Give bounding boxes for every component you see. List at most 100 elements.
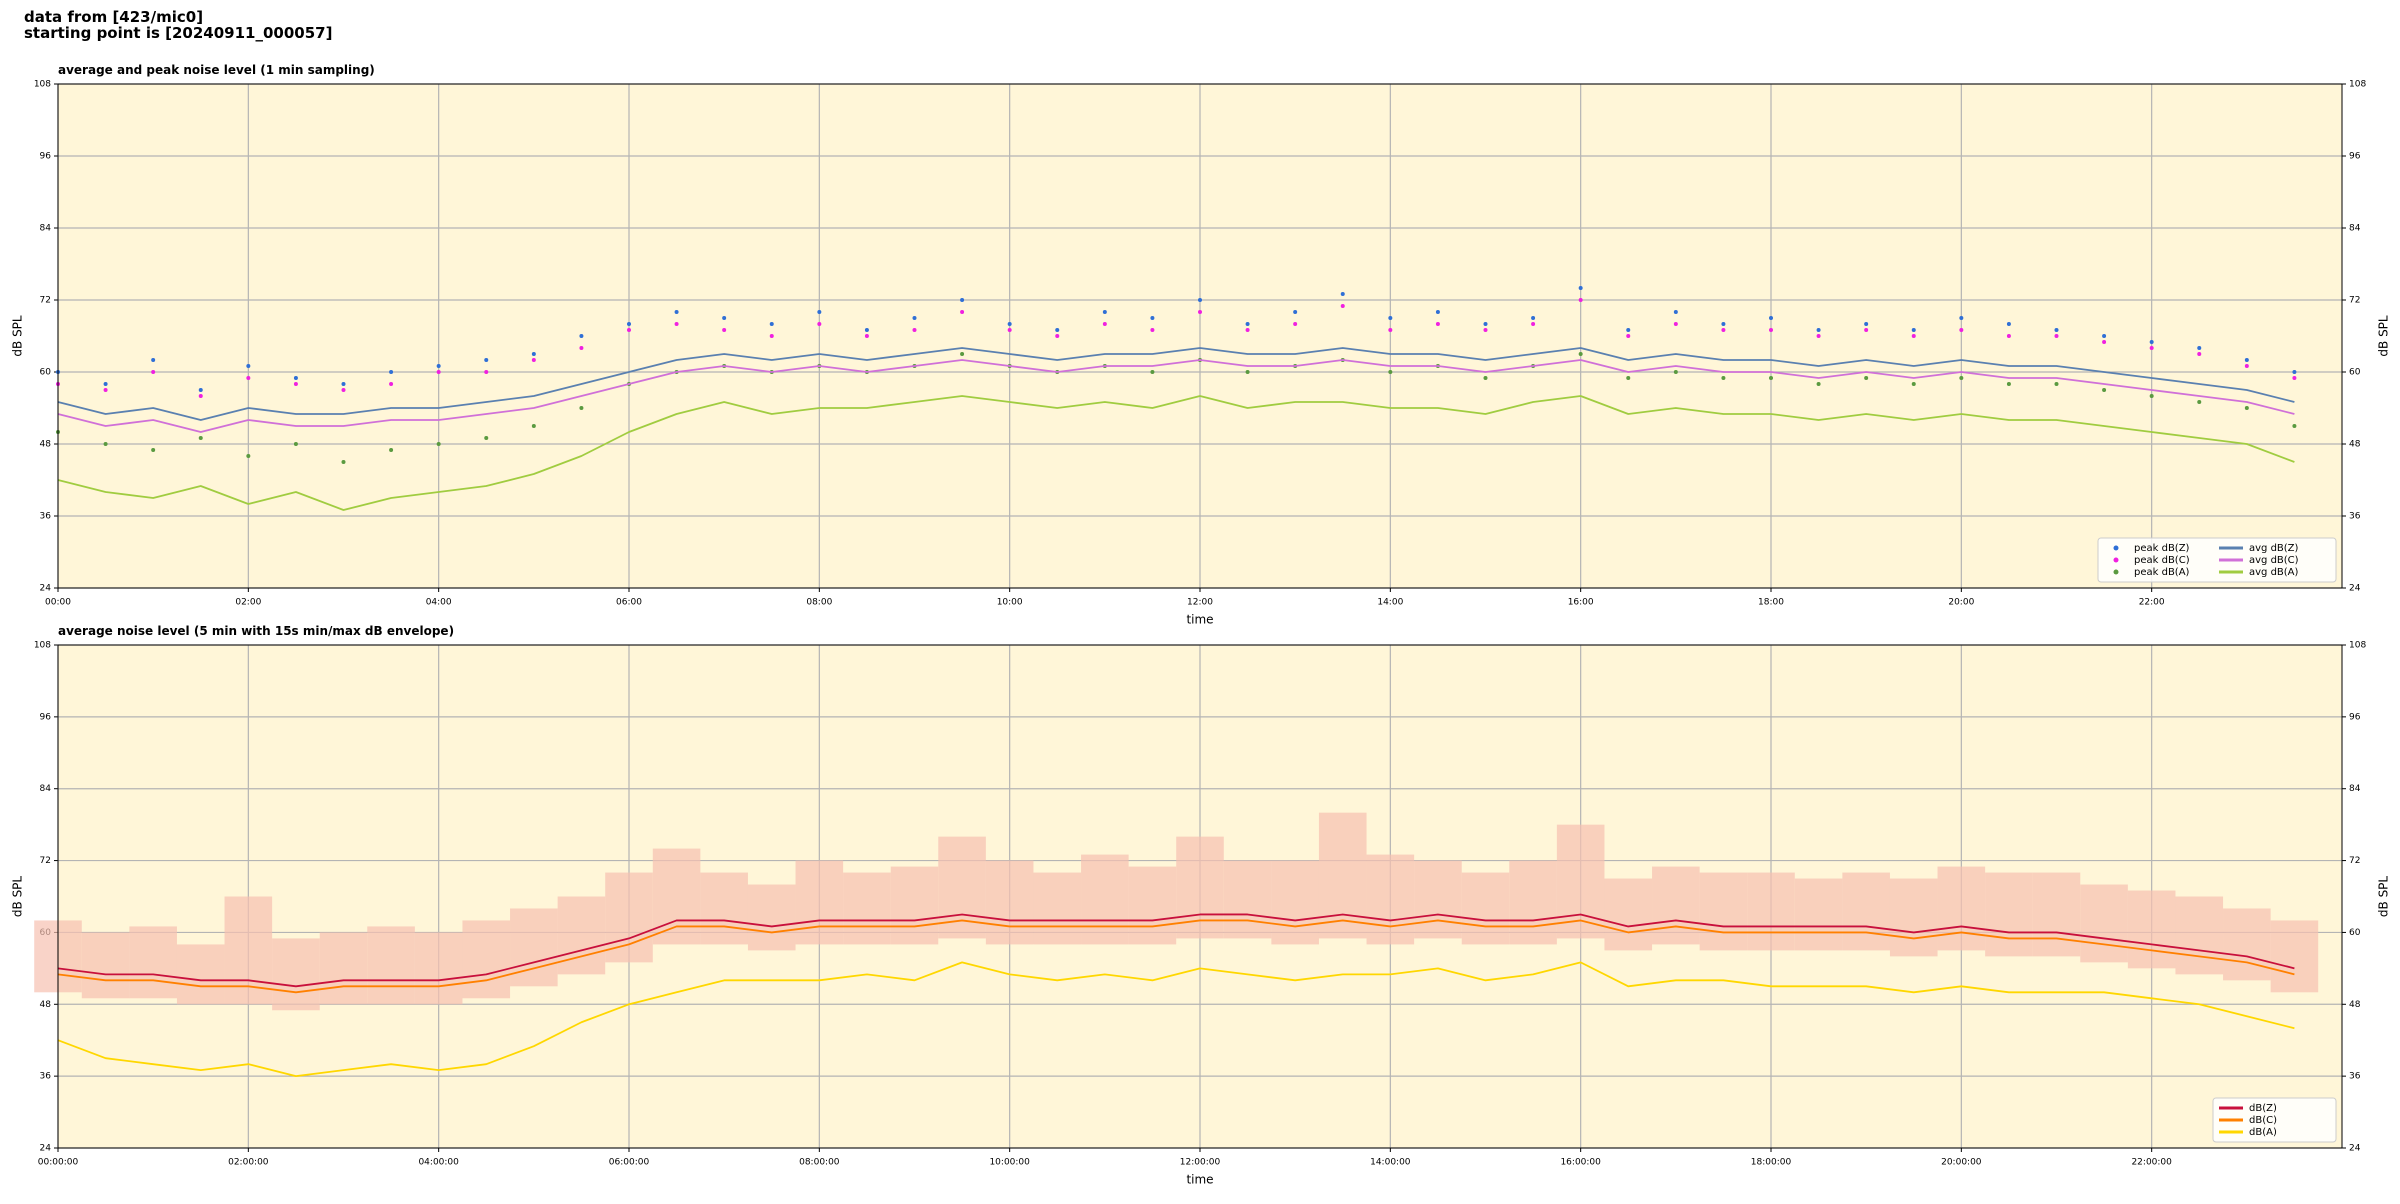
envelope-band — [1652, 866, 1700, 945]
peak-point — [1245, 328, 1250, 332]
peak-point — [2054, 334, 2059, 338]
peak-point — [1531, 322, 1536, 326]
y-tick-label: 72 — [2349, 856, 2360, 866]
legend-label: dB(C) — [2249, 1115, 2277, 1126]
peak-point — [2292, 370, 2297, 374]
peak-point — [1673, 310, 1678, 314]
x-tick-label: 12:00 — [1187, 598, 1213, 608]
y-tick-label: 96 — [40, 152, 52, 162]
peak-point — [2102, 388, 2107, 392]
x-tick-label: 10:00:00 — [989, 1158, 1030, 1168]
series-line — [57, 961, 2295, 1078]
peak-point — [436, 370, 441, 374]
peak-point — [579, 406, 584, 410]
peak-point — [2102, 334, 2107, 338]
peak-point — [1388, 370, 1393, 374]
y-tick-label: 24 — [2349, 1144, 2361, 1154]
envelope-band — [605, 872, 653, 963]
peak-point — [1055, 334, 1060, 338]
envelope-band — [1794, 878, 1843, 951]
x-tick-label: 14:00:00 — [1370, 1158, 1411, 1168]
peak-point — [1198, 310, 1202, 314]
envelope-band — [795, 860, 844, 945]
legend-box — [2212, 1097, 2337, 1143]
peak-point — [151, 358, 156, 362]
peak-point — [1245, 322, 1250, 326]
envelope-band — [843, 872, 891, 945]
legend-label: avg dB(Z) — [2249, 543, 2299, 554]
peak-point — [627, 322, 631, 326]
legend-marker — [2113, 569, 2119, 575]
series-line — [57, 913, 2295, 988]
y-tick-label: 96 — [2349, 712, 2361, 722]
y-tick-label: 108 — [34, 80, 51, 90]
peak-point — [1531, 316, 1536, 320]
peak-point — [1864, 322, 1869, 326]
peak-point — [293, 376, 298, 380]
envelope-band — [1509, 860, 1557, 945]
peak-point — [2006, 334, 2011, 338]
peak-point — [1483, 328, 1488, 332]
peak-point — [389, 448, 394, 452]
plot-frame — [57, 644, 2343, 1149]
chart-panel: average and peak noise level (1 min samp… — [11, 63, 2391, 627]
envelope-band — [1699, 872, 1748, 951]
envelope-band — [1318, 812, 1367, 939]
y-tick-label: 48 — [2349, 1000, 2361, 1010]
x-tick-label: 00:00:00 — [38, 1158, 79, 1168]
peak-point — [1816, 334, 1821, 338]
envelope-band — [1033, 872, 1082, 945]
series-line — [57, 359, 2295, 433]
peak-point — [436, 442, 441, 446]
legend-label: peak dB(A) — [2134, 567, 2190, 578]
x-tick-label: 10:00 — [997, 598, 1023, 608]
peak-point — [531, 358, 536, 362]
peak-point — [103, 382, 108, 386]
envelope-band — [2223, 908, 2271, 981]
y-tick-label: 60 — [2349, 928, 2361, 938]
peak-point — [198, 394, 203, 398]
envelope-band — [1889, 878, 1938, 957]
envelope-band — [652, 848, 701, 945]
peak-point — [246, 364, 251, 368]
peak-point — [103, 442, 108, 446]
peak-point — [293, 442, 298, 446]
y-tick-label: 108 — [2349, 80, 2366, 90]
peak-point — [1102, 322, 1107, 326]
header-line: data from [423/mic0] — [24, 8, 203, 26]
legend-marker — [2113, 557, 2119, 563]
y-tick-label: 72 — [40, 856, 51, 866]
envelope-band — [1366, 854, 1415, 945]
peak-point — [1340, 292, 1345, 296]
peak-point — [817, 322, 822, 326]
peak-point — [817, 310, 822, 314]
y-tick-label: 48 — [2349, 440, 2361, 450]
peak-point — [1673, 370, 1678, 374]
peak-point — [1721, 376, 1726, 380]
x-tick-label: 04:00 — [426, 598, 452, 608]
peak-point — [1007, 328, 1012, 332]
y-tick-label: 48 — [40, 1000, 52, 1010]
envelope-band — [2080, 884, 2128, 963]
envelope-band — [985, 860, 1034, 945]
x-axis-label: time — [1186, 1173, 1213, 1187]
y-tick-label: 84 — [40, 784, 52, 794]
y-tick-label: 84 — [40, 224, 52, 234]
peak-point — [1150, 316, 1155, 320]
y-axis-label: dB SPL — [2377, 876, 2391, 918]
peak-point — [1769, 328, 1773, 332]
peak-point — [341, 382, 346, 386]
envelope-band — [1461, 872, 1510, 945]
peak-point — [531, 424, 536, 428]
peak-point — [1769, 376, 1773, 380]
y-tick-label: 24 — [40, 1144, 52, 1154]
legend-label: dB(A) — [2249, 1127, 2277, 1138]
envelope-band — [557, 896, 606, 975]
x-tick-label: 00:00 — [45, 598, 71, 608]
peak-point — [1578, 352, 1583, 356]
y-tick-label: 24 — [2349, 584, 2361, 594]
envelope-band — [1842, 872, 1890, 951]
x-tick-label: 16:00 — [1568, 598, 1594, 608]
envelope-band — [1414, 860, 1462, 939]
peak-point — [674, 322, 679, 326]
